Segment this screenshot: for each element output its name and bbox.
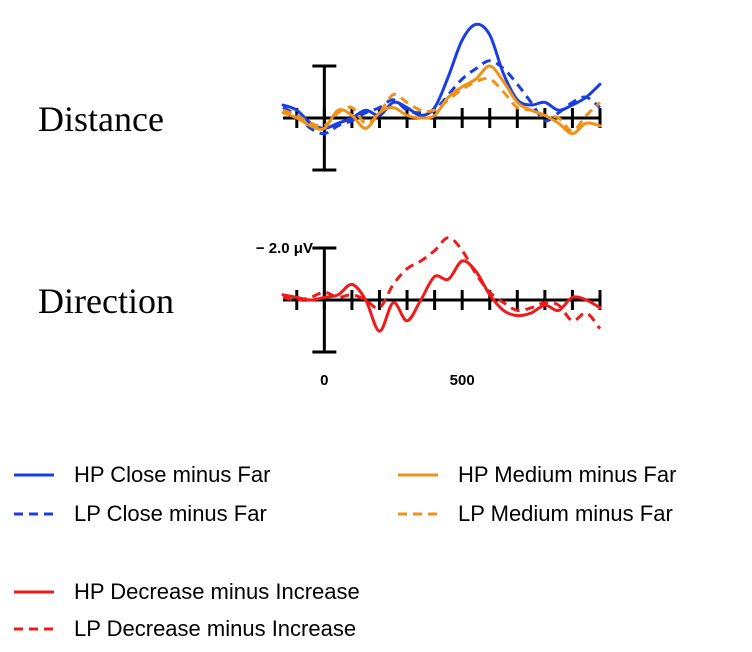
series-line-hp-medium-minus-far <box>281 64 602 136</box>
legend-item-hp-medium-minus-far: HP Medium minus Far <box>398 462 676 487</box>
legend-item-lp-medium-minus-far: LP Medium minus Far <box>398 501 673 526</box>
direction-tick-labels: 0 500 <box>320 372 475 389</box>
series-line-lp-decrease-minus-increase <box>282 236 602 330</box>
direction-traces <box>281 236 602 333</box>
panel-title-direction: Direction <box>38 281 174 321</box>
series-line-lp-close-minus-far <box>282 59 601 136</box>
legend: HP Close minus Far LP Close minus Far HP M… <box>14 462 676 641</box>
legend-item-lp-close-minus-far: LP Close minus Far <box>14 501 267 526</box>
legend-label: LP Medium minus Far <box>458 501 673 526</box>
legend-item-hp-decrease-minus-increase: HP Decrease minus Increase <box>14 579 360 604</box>
amplitude-scale-label: − 2.0 μV <box>256 240 313 257</box>
distance-panel: Distance <box>38 22 602 172</box>
series-line-lp-medium-minus-far <box>282 76 602 133</box>
x-tick-label: 0 <box>320 372 328 389</box>
distance-traces <box>281 22 602 136</box>
legend-item-lp-decrease-minus-increase: LP Decrease minus Increase <box>14 616 356 641</box>
direction-ticks <box>295 290 602 310</box>
legend-item-hp-close-minus-far: HP Close minus Far <box>14 462 270 487</box>
legend-label: LP Close minus Far <box>74 501 267 526</box>
legend-label: HP Decrease minus Increase <box>74 579 360 604</box>
x-tick-label: 500 <box>450 372 475 389</box>
direction-panel: Direction − 2.0 μV 0 500 <box>38 236 602 389</box>
direction-axes <box>283 246 600 354</box>
legend-label: HP Close minus Far <box>74 462 270 487</box>
panel-title-distance: Distance <box>38 99 164 139</box>
legend-label: HP Medium minus Far <box>458 462 676 487</box>
series-line-hp-close-minus-far <box>281 22 602 130</box>
legend-label: LP Decrease minus Increase <box>74 616 356 641</box>
series-line-hp-decrease-minus-increase <box>281 259 602 333</box>
